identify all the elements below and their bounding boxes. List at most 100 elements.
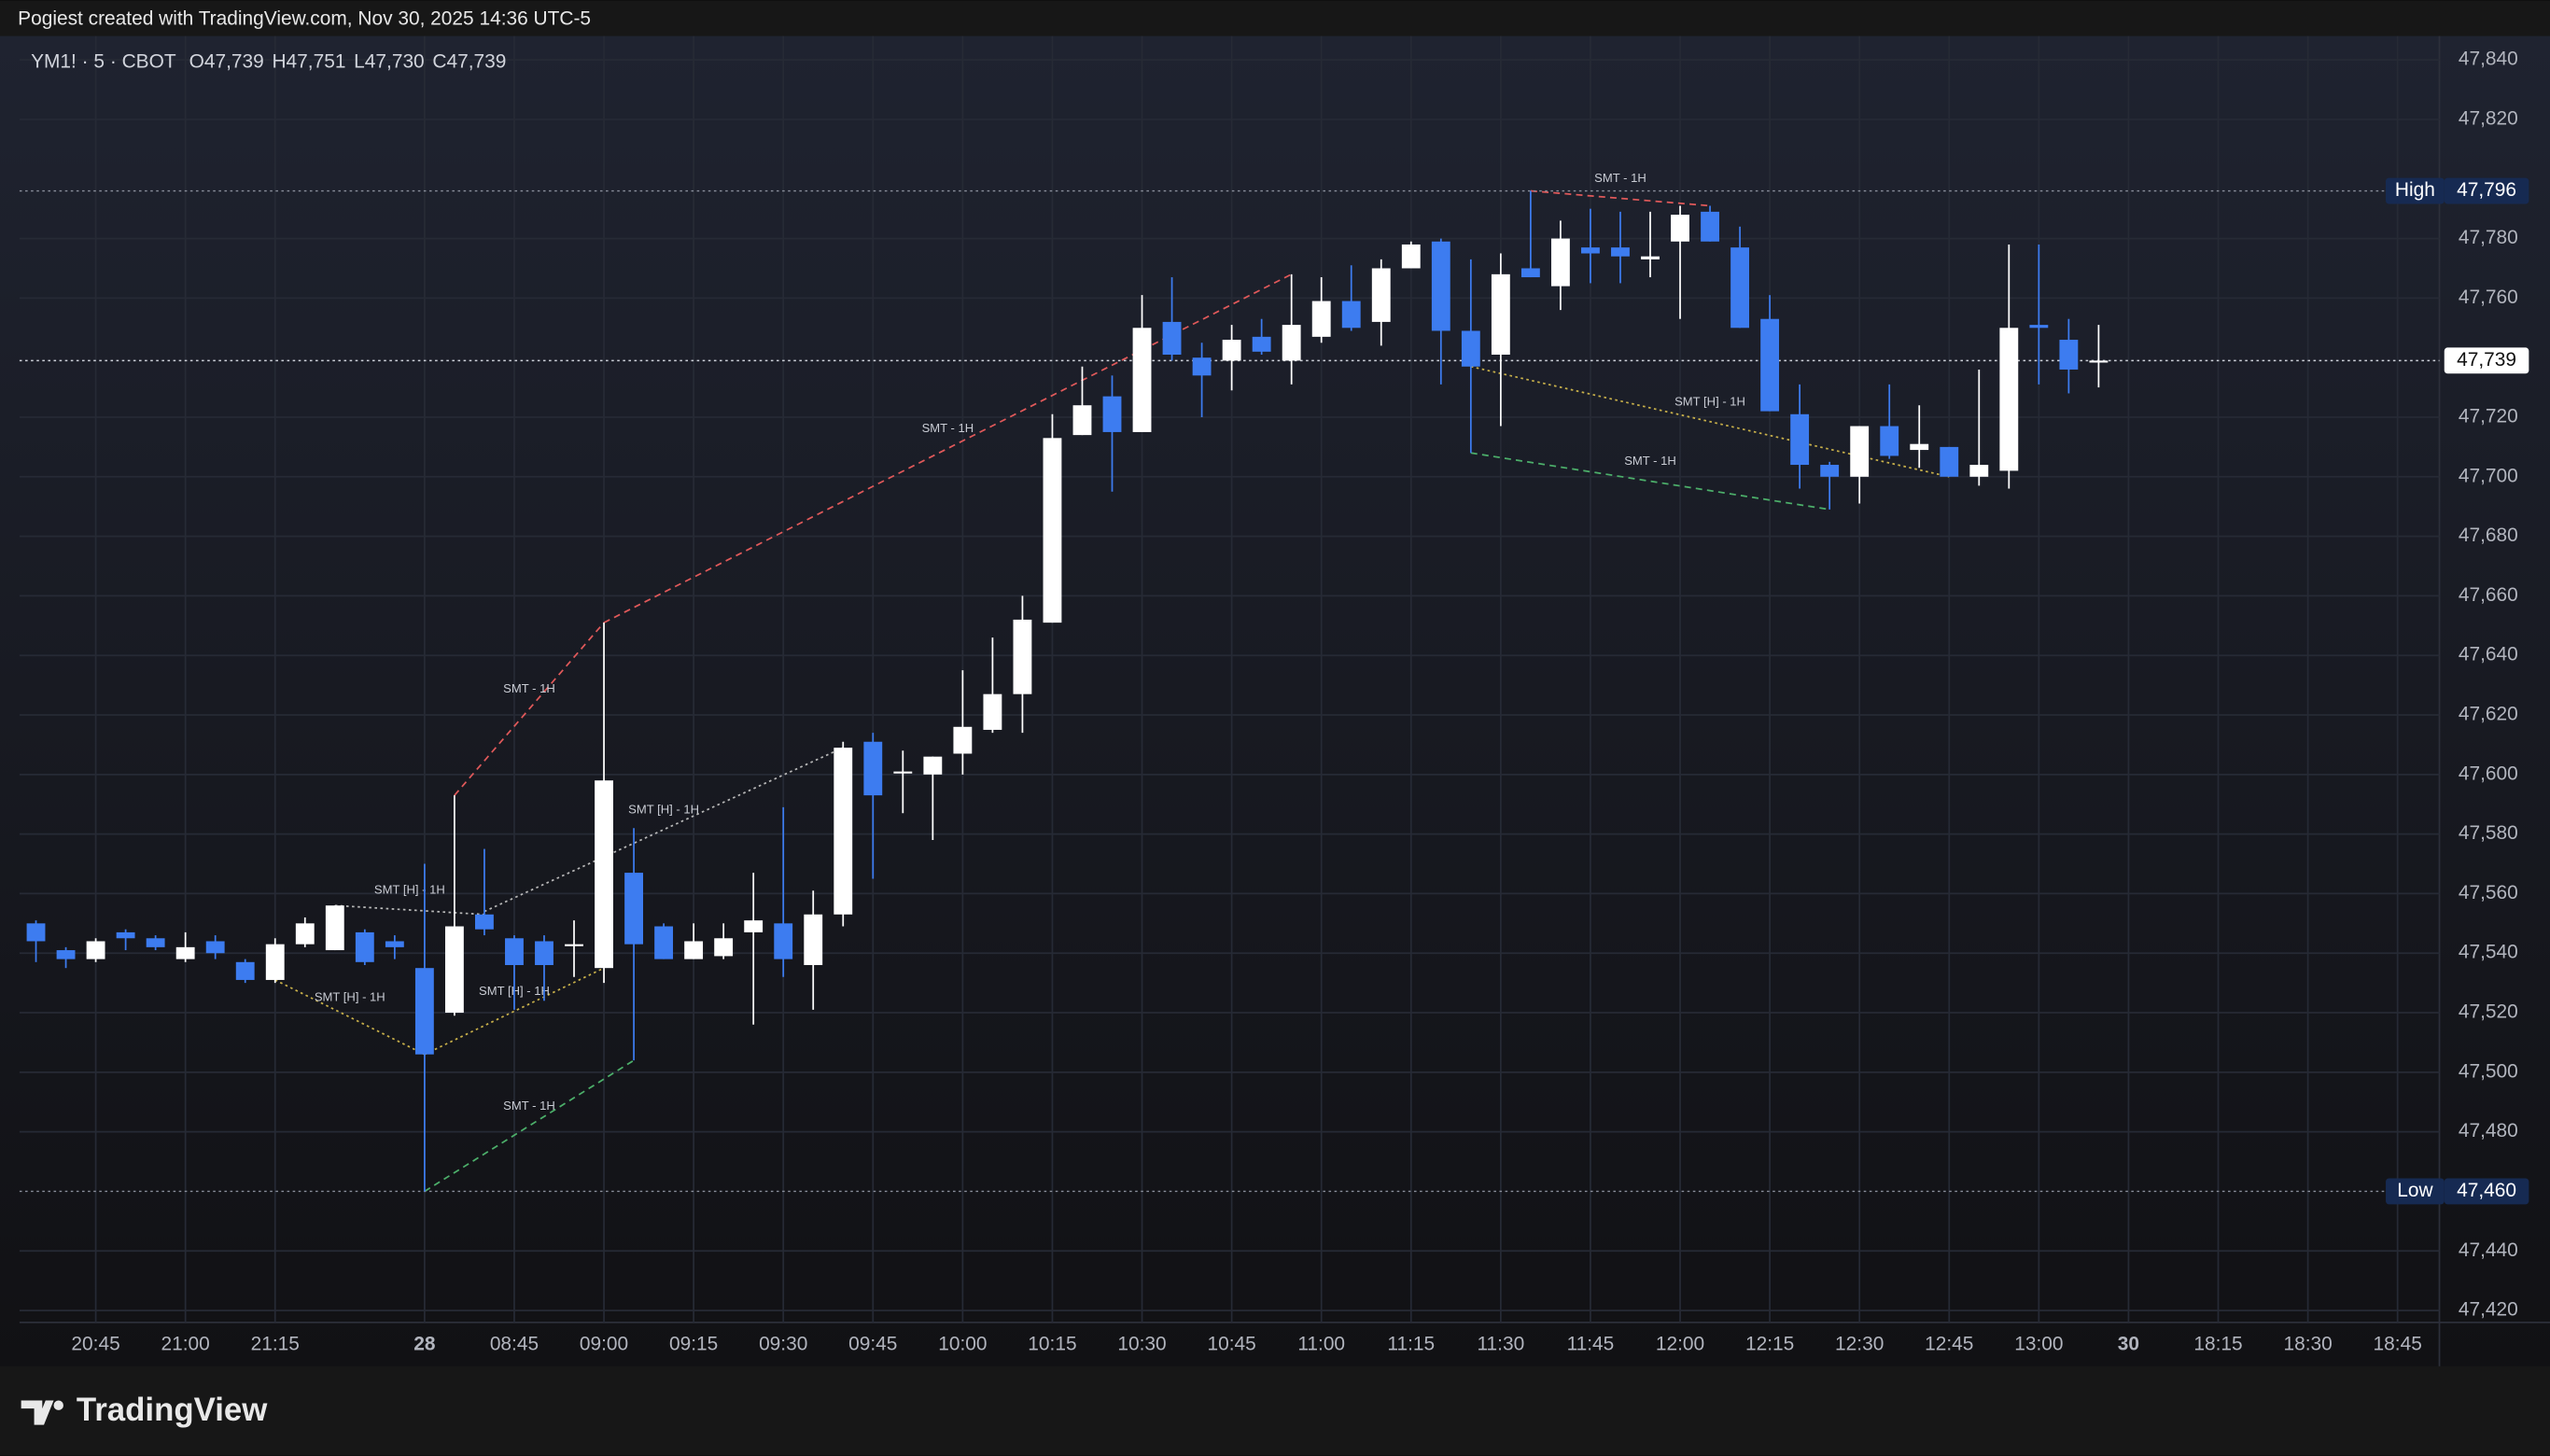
- smt-label: SMT - 1H: [922, 421, 974, 435]
- smt-label: SMT [H] - 1H: [374, 883, 445, 897]
- grid: [19, 35, 2440, 1323]
- candle-body: [475, 914, 494, 930]
- smt-line: [454, 622, 605, 796]
- candle-body: [1013, 619, 1032, 694]
- candle-body: [804, 914, 823, 965]
- candle-body: [2089, 360, 2109, 363]
- candle-body: [1282, 325, 1301, 361]
- x-tick-label: 10:30: [1117, 1334, 1166, 1355]
- price-badge: [2444, 1178, 2529, 1205]
- candle-body: [744, 920, 764, 932]
- x-tick-label: 10:15: [1028, 1334, 1076, 1355]
- smt-label: SMT [H] - 1H: [628, 802, 699, 816]
- smt-line: [1470, 365, 1950, 478]
- candle-body: [624, 873, 643, 945]
- axes: 47,420 47,440 47,480 47,500 47,520 47,540 47,5…: [71, 49, 2529, 1355]
- x-tick-label: 11:15: [1387, 1334, 1435, 1355]
- x-tick-label: 08:45: [490, 1334, 539, 1355]
- x-tick-label: 12:30: [1835, 1334, 1884, 1355]
- price-badge-label: Low: [2397, 1180, 2433, 1201]
- x-tick-label: 11:45: [1567, 1334, 1615, 1355]
- y-tick-label: 47,700: [2459, 465, 2518, 486]
- candle-body: [1043, 438, 1062, 623]
- legend-key: H: [272, 50, 286, 72]
- candle-body: [983, 693, 1002, 730]
- candle-body: [116, 931, 135, 939]
- candle-body: [1820, 465, 1840, 477]
- candle-body: [1311, 301, 1331, 337]
- y-tick-label: 47,660: [2459, 584, 2518, 606]
- annotations: SMT - 1H SMT - 1H SMT - 1H SMT [H] - 1H SMT …: [19, 171, 2440, 1193]
- candle-body: [444, 926, 464, 1014]
- candle-body: [1222, 340, 1241, 361]
- legend-key: L: [354, 50, 365, 72]
- smt-line: [1530, 189, 1711, 207]
- y-tick-label: 47,520: [2459, 1001, 2518, 1023]
- y-tick-label: 47,580: [2459, 822, 2518, 844]
- candle-body: [26, 923, 46, 942]
- x-tick-label: 18:15: [2193, 1334, 2242, 1355]
- candle-body: [1252, 336, 1271, 352]
- price-badge-value: 47,739: [2457, 349, 2516, 371]
- smt-label: SMT [H] - 1H: [1674, 394, 1745, 408]
- candle-body: [414, 968, 434, 1055]
- x-tick-label: 12:15: [1745, 1334, 1794, 1355]
- x-tick-label: 20:45: [71, 1334, 119, 1355]
- x-tick-label: 12:00: [1656, 1334, 1704, 1355]
- y-tick-label: 47,760: [2459, 287, 2518, 308]
- price-badge: [2444, 177, 2529, 204]
- y-tick-label: 47,820: [2459, 107, 2518, 129]
- candle-body: [1491, 273, 1510, 355]
- legend-value: 47,730: [365, 50, 425, 72]
- candle-body: [953, 726, 973, 754]
- candle-body: [355, 931, 374, 962]
- candle-body: [1940, 446, 1959, 477]
- candle-body: [1162, 321, 1182, 355]
- candle-body: [235, 961, 255, 980]
- candle-body: [1641, 256, 1660, 259]
- smt-label: SMT - 1H: [1594, 171, 1646, 185]
- candle-body: [205, 941, 225, 954]
- y-tick-label: 47,560: [2459, 882, 2518, 903]
- candle-body: [1701, 211, 1719, 242]
- candle-body: [535, 941, 553, 965]
- candle-body: [1192, 357, 1212, 376]
- candle-body: [56, 950, 76, 959]
- candle-body: [654, 926, 674, 959]
- smt-label: SMT - 1H: [503, 1099, 555, 1113]
- x-tick-label: 09:30: [759, 1334, 807, 1355]
- smt-label: SMT - 1H: [503, 681, 555, 695]
- legend-symbol: YM1! · 5 · CBOT: [31, 50, 176, 72]
- x-tick-label: 18:45: [2374, 1334, 2422, 1355]
- candle-body: [146, 938, 165, 947]
- brand: TradingView: [77, 1392, 268, 1428]
- price-badge-tag: [2386, 1178, 2445, 1205]
- smt-line: [424, 1059, 635, 1193]
- x-tick-label: 13:00: [2014, 1334, 2063, 1355]
- candle-body: [1550, 238, 1570, 287]
- chart-area: [0, 35, 2550, 1366]
- x-tick-label: 09:15: [669, 1334, 718, 1355]
- y-tick-label: 47,620: [2459, 704, 2518, 725]
- candle-body: [834, 748, 853, 915]
- y-tick-label: 47,840: [2459, 49, 2518, 70]
- price-badge-value: 47,796: [2457, 179, 2516, 201]
- candle-body: [565, 944, 583, 946]
- logo-icon: [21, 1400, 54, 1425]
- header-title: Pogiest created with TradingView.com, No…: [18, 8, 591, 30]
- candle-body: [1401, 244, 1421, 269]
- candle-body: [385, 941, 404, 947]
- legend: YM1! · 5 · CBOT O47,739 H47,751 L47,730 C47,…: [31, 50, 506, 72]
- candle-body: [1910, 443, 1929, 451]
- candle-body: [714, 938, 734, 957]
- x-tick-label: 09:00: [580, 1334, 628, 1355]
- candle-body: [1461, 330, 1480, 367]
- candle-body: [684, 941, 704, 959]
- y-tick-label: 47,540: [2459, 942, 2518, 963]
- smt-line: [1470, 452, 1830, 511]
- candle-body: [505, 938, 524, 965]
- candle-body: [1132, 328, 1152, 432]
- smt-line: [334, 904, 484, 916]
- candle-body: [1880, 426, 1899, 456]
